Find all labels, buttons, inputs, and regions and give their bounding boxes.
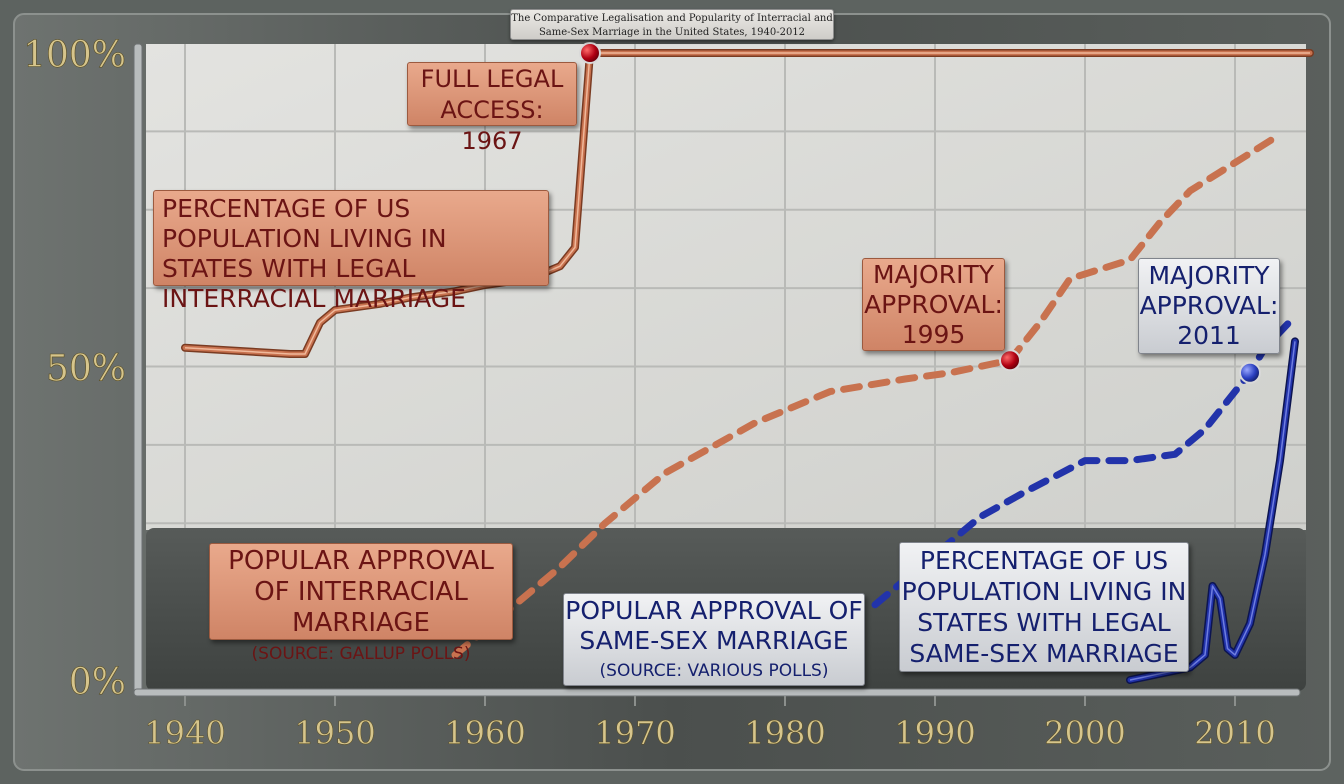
chart-title: The Comparative Legalisation and Popular…: [510, 9, 834, 40]
x-tick-label: 1990: [894, 714, 975, 752]
annotation-interracial-approval: POPULAR APPROVAL OF INTERRACIAL MARRIAGE…: [209, 543, 513, 664]
annotation-full-legal-access: FULL LEGAL ACCESS: 1967: [407, 62, 577, 155]
x-tick-label: 1980: [744, 714, 825, 752]
x-tick-label: 1970: [594, 714, 675, 752]
y-tick-label: 100%: [23, 35, 126, 76]
x-tick-label: 2000: [1044, 714, 1125, 752]
annotation-interracial-legal: PERCENTAGE OF US POPULATION LIVING IN ST…: [153, 190, 549, 313]
x-tick-label: 1950: [294, 714, 375, 752]
marker-1: [999, 349, 1021, 372]
marker-0: [579, 42, 601, 64]
y-tick-label: 0%: [69, 662, 126, 703]
annotation-samesex-approval: POPULAR APPROVAL OF SAME-SEX MARRIAGE (S…: [563, 593, 865, 686]
marker-2: [1239, 361, 1261, 384]
y-tick-label: 50%: [46, 349, 126, 390]
series-line-1: [451, 131, 1284, 659]
x-axis-rod: [133, 688, 1301, 697]
x-tick-label: 1960: [444, 714, 525, 752]
plot-area: [146, 44, 1306, 530]
chart-title-text: The Comparative Legalisation and Popular…: [511, 13, 833, 38]
annotation-samesex-legal: PERCENTAGE OF US POPULATION LIVING IN ST…: [899, 542, 1189, 672]
y-axis-rod: [133, 43, 143, 697]
x-tick-label: 1940: [144, 714, 225, 752]
tick-labels: 0% 50% 100% 1940 1950 1960 1970 1980 1990 2000 201…: [23, 35, 1276, 753]
x-tick-label: 2010: [1194, 714, 1275, 752]
series-line-highlight: [184, 52, 1310, 355]
annotation-majority-1995: MAJORITY APPROVAL: 1995: [862, 258, 1005, 351]
markers: [579, 42, 1261, 384]
annotation-majority-2011: MAJORITY APPROVAL: 2011: [1138, 258, 1280, 354]
